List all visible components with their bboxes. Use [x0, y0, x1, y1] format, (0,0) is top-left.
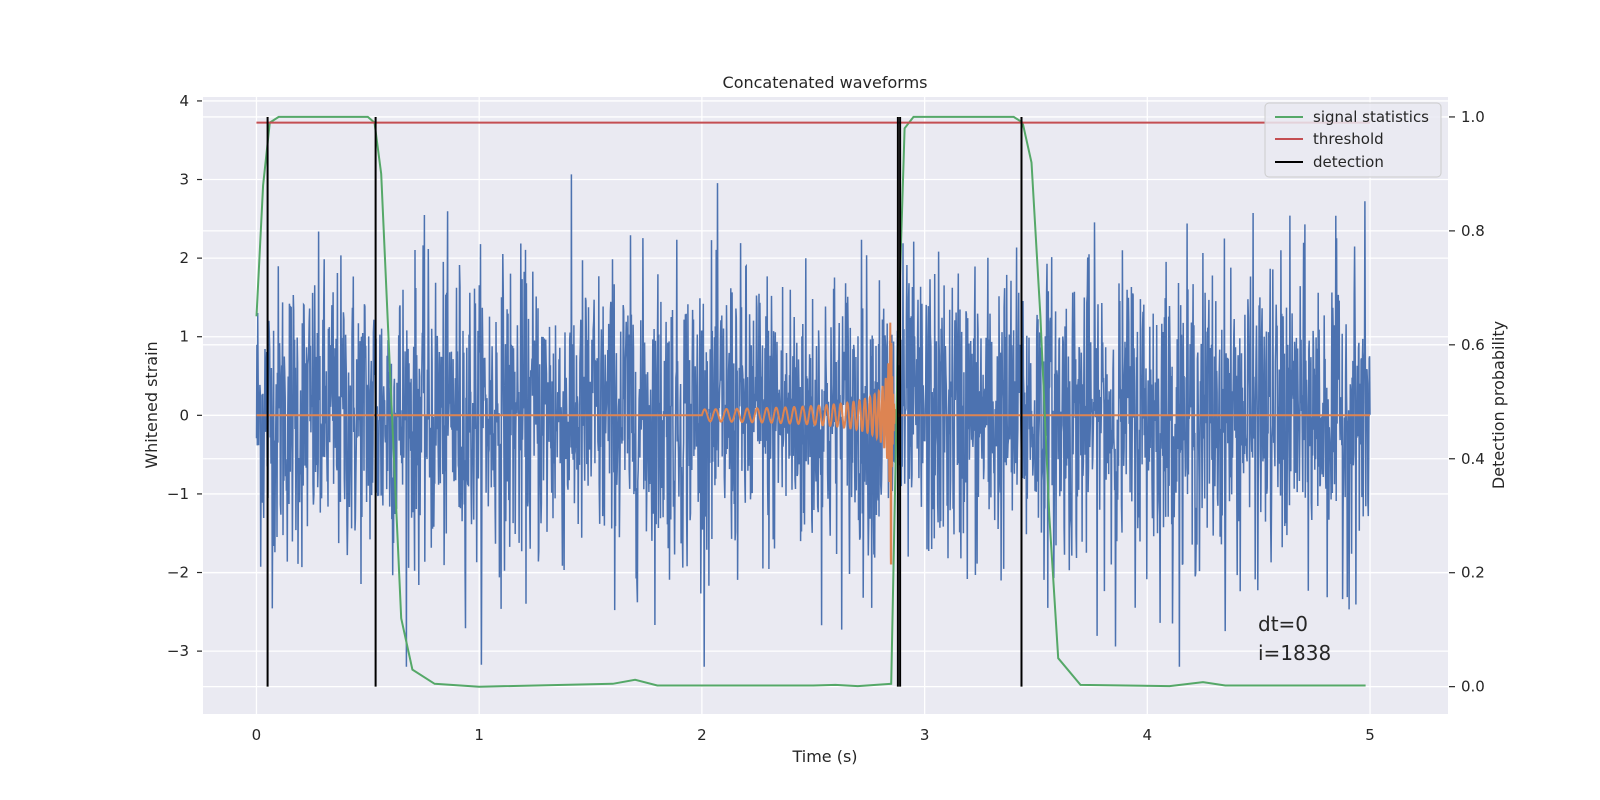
y-axis-label: Whitened strain	[142, 341, 161, 468]
x-tick-label: 5	[1365, 726, 1375, 744]
x-tick-label: 3	[920, 726, 930, 744]
y2-tick-label: 1.0	[1461, 108, 1485, 126]
y2-axis-label: Detection probability	[1489, 321, 1508, 489]
y2-tick-label: 0.2	[1461, 564, 1485, 582]
y2-tick-label: 0.0	[1461, 678, 1485, 696]
noise-series	[255, 174, 1371, 667]
y2-tick-label: 0.8	[1461, 222, 1485, 240]
chart-title: Concatenated waveforms	[723, 73, 928, 92]
legend-box	[1264, 102, 1442, 178]
y-tick-label: −3	[167, 642, 189, 660]
x-tick-label: 2	[697, 726, 707, 744]
y-tick-label: 4	[179, 92, 189, 110]
annotation-index: i=1838	[1258, 641, 1331, 665]
legend: signal statistics threshold detection	[1264, 102, 1442, 178]
x-axis-label: Time (s)	[791, 747, 857, 766]
y-tick-label: −1	[167, 485, 189, 503]
legend-label-signal-statistics: signal statistics	[1313, 108, 1429, 126]
y-tick-label: 2	[179, 249, 189, 267]
legend-label-threshold: threshold	[1313, 130, 1384, 148]
x-tick-label: 1	[474, 726, 484, 744]
y-tick-label: 1	[179, 328, 189, 346]
x-tick-label: 0	[252, 726, 262, 744]
y-tick-label: 3	[179, 171, 189, 189]
annotation-dt: dt=0	[1258, 612, 1308, 636]
chirp-series	[256, 322, 1370, 565]
axis-ticks: 0 1 2 3 4 5 −3 −2 −1 0 1 2 3 4 0.0 0.2 0.4 0.6 0.8 1.0	[167, 92, 1485, 744]
x-tick-label: 4	[1143, 726, 1153, 744]
y-tick-label: 0	[179, 406, 189, 424]
detection-series	[266, 116, 1023, 687]
series-layer	[255, 115, 1371, 688]
y2-tick-label: 0.4	[1461, 450, 1485, 468]
y-tick-label: −2	[167, 564, 189, 582]
signal-statistics-series	[255, 115, 1366, 688]
legend-label-detection: detection	[1313, 153, 1384, 171]
y2-tick-label: 0.6	[1461, 336, 1485, 354]
